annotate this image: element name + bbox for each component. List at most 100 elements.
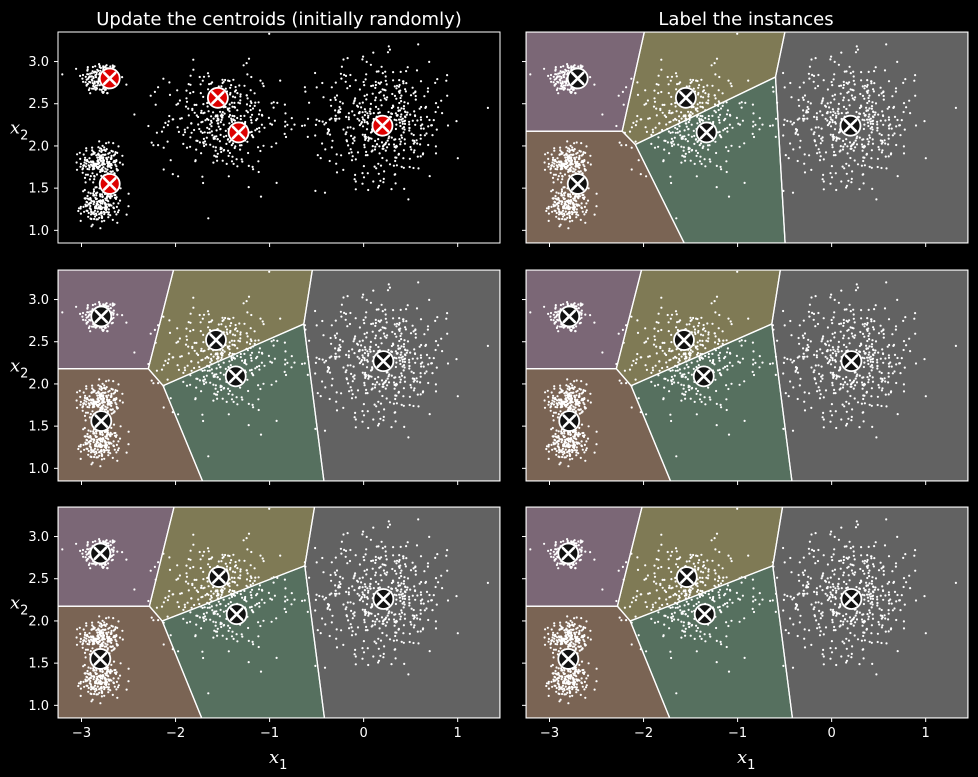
data-point: [219, 121, 222, 124]
data-point: [679, 134, 682, 137]
data-point: [107, 156, 110, 159]
data-point: [699, 155, 702, 158]
data-point: [783, 118, 786, 121]
data-point: [95, 86, 98, 89]
data-point: [545, 209, 548, 213]
data-point: [543, 305, 546, 308]
data-point: [202, 142, 205, 145]
data-point: [382, 94, 385, 97]
data-point: [898, 124, 901, 127]
data-point: [91, 165, 94, 168]
data-point: [568, 388, 571, 391]
data-point: [84, 203, 87, 206]
data-point: [97, 441, 100, 444]
data-point: [384, 70, 387, 73]
data-point: [400, 107, 403, 110]
data-point: [863, 145, 867, 148]
data-point: [681, 135, 685, 138]
data-point: [374, 377, 377, 380]
data-point: [116, 407, 119, 410]
data-point: [562, 303, 565, 306]
data-point: [400, 113, 403, 116]
data-point: [383, 408, 386, 411]
data-point: [691, 148, 694, 152]
data-point: [837, 112, 840, 115]
data-point: [552, 411, 556, 414]
data-point: [806, 105, 809, 109]
data-point: [374, 337, 377, 340]
centroid-marker: [98, 67, 121, 90]
data-point: [167, 120, 170, 123]
data-point: [719, 165, 722, 168]
data-point: [561, 213, 564, 216]
data-point: [636, 93, 640, 96]
data-point: [558, 217, 561, 221]
data-point: [95, 154, 98, 157]
data-point: [574, 160, 577, 163]
data-point: [109, 434, 112, 437]
data-point: [425, 353, 429, 356]
data-point: [257, 384, 260, 387]
data-point: [593, 321, 596, 324]
data-point: [398, 118, 401, 121]
data-point: [847, 164, 851, 167]
data-point: [580, 142, 583, 145]
data-point: [127, 205, 130, 208]
data-point: [335, 400, 338, 403]
data-point: [782, 134, 785, 137]
data-point: [390, 350, 393, 353]
data-point: [731, 126, 734, 129]
data-point: [573, 394, 576, 397]
data-point: [107, 213, 110, 216]
data-point: [189, 383, 192, 386]
data-point: [94, 401, 98, 404]
data-point: [86, 167, 89, 171]
data-point: [387, 45, 390, 48]
data-point: [403, 122, 407, 125]
data-point: [321, 319, 324, 323]
data-point: [228, 79, 231, 83]
data-point: [792, 148, 795, 151]
data-point: [431, 372, 434, 375]
data-point: [554, 69, 557, 72]
data-point: [630, 146, 633, 149]
data-point: [179, 117, 182, 120]
data-point: [553, 149, 556, 152]
data-point: [847, 99, 850, 102]
data-point: [112, 142, 115, 145]
data-point: [868, 136, 872, 139]
data-point: [887, 118, 891, 121]
data-point: [86, 66, 89, 69]
data-point: [392, 317, 395, 320]
data-point: [223, 350, 226, 353]
data-point: [571, 170, 575, 173]
data-point: [420, 105, 423, 109]
data-point: [589, 163, 592, 166]
data-point: [216, 119, 220, 122]
data-point: [813, 131, 816, 134]
data-point: [273, 119, 276, 122]
data-point: [403, 128, 406, 131]
data-point: [334, 119, 337, 122]
data-point: [306, 117, 310, 120]
data-point: [680, 145, 683, 148]
data-point: [572, 303, 575, 306]
data-point: [696, 103, 699, 106]
data-point: [574, 406, 577, 409]
data-point: [352, 340, 355, 343]
data-point: [574, 410, 578, 413]
data-point: [421, 153, 424, 156]
data-point: [90, 437, 93, 440]
data-point: [394, 376, 397, 379]
data-point: [848, 104, 851, 107]
data-point: [203, 140, 207, 143]
data-point: [870, 166, 873, 169]
data-point: [705, 101, 708, 104]
data-point: [116, 459, 119, 462]
data-point: [545, 445, 549, 448]
data-point: [545, 207, 549, 210]
data-point: [94, 453, 97, 456]
data-point: [401, 122, 404, 125]
data-point: [408, 367, 411, 370]
data-point: [178, 99, 181, 102]
